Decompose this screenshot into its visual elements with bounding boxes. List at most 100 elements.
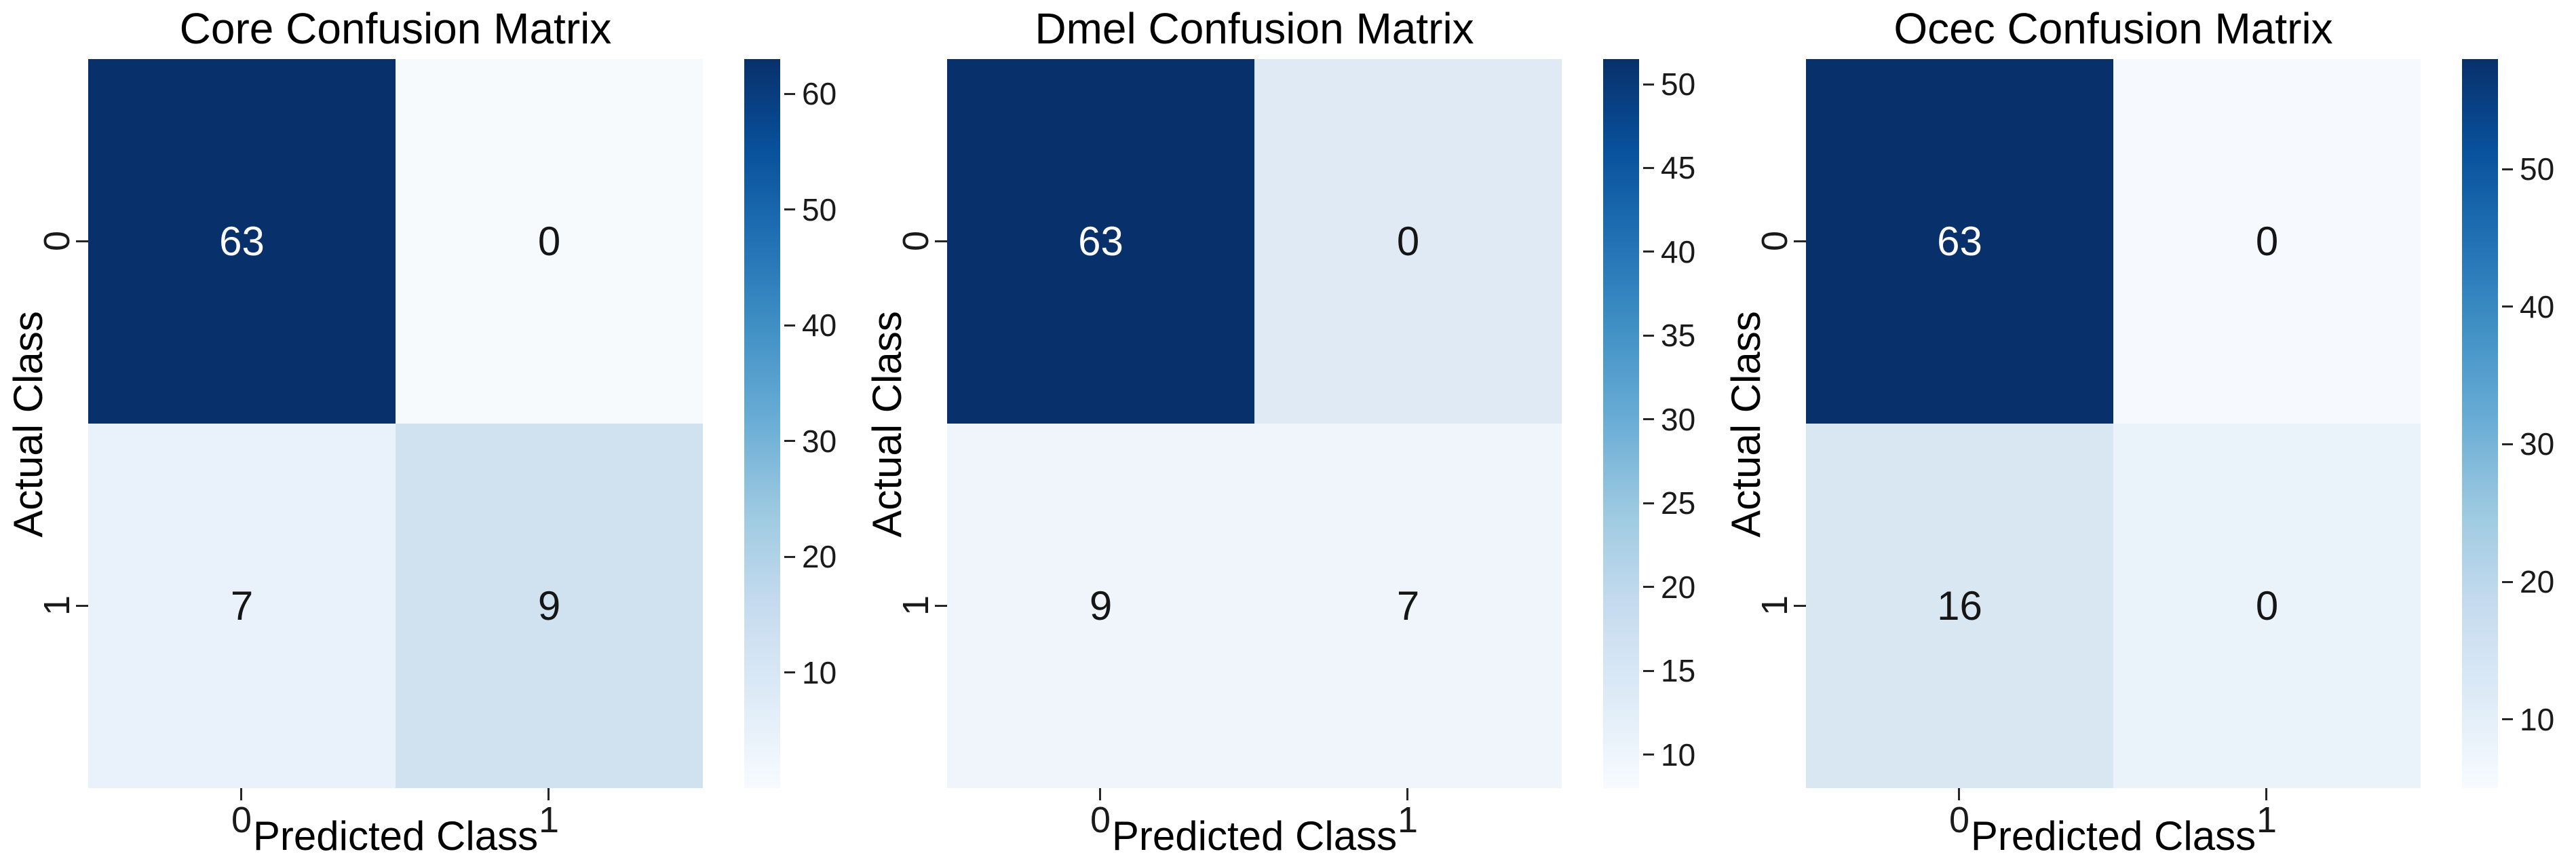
y-tick-mark <box>1794 605 1806 607</box>
panel-ocec: Ocec Confusion Matrix 63 0 16 0 0 1 0 1 … <box>1718 0 2576 856</box>
colorbar-tick-mark <box>784 92 795 95</box>
x-tick-label: 1 <box>2256 800 2277 840</box>
colorbar-tick-mark <box>2502 168 2513 170</box>
colorbar-tick-label: 40 <box>2520 289 2555 324</box>
colorbar-tick-label: 40 <box>802 308 837 343</box>
heatmap-cell: 0 <box>1254 59 1562 424</box>
heatmap-cell: 7 <box>88 424 396 788</box>
cell-value: 9 <box>1089 583 1113 629</box>
colorbar-tick-label: 10 <box>1661 737 1696 773</box>
colorbar-tick-label: 10 <box>802 654 837 690</box>
heatmap-cell: 16 <box>1806 424 2113 788</box>
cell-value: 7 <box>230 583 254 629</box>
cell-value: 7 <box>1396 583 1420 629</box>
colorbar-tick-mark <box>2502 443 2513 445</box>
cell-value: 0 <box>2255 583 2279 629</box>
y-tick-mark <box>76 605 88 607</box>
colorbar-tick-label: 20 <box>1661 569 1696 605</box>
colorbar-tick-mark <box>1643 250 1654 253</box>
panel-core: Core Confusion Matrix 63 0 7 9 0 1 0 1 P… <box>0 0 858 856</box>
colorbar-tick-label: 35 <box>1661 318 1696 354</box>
heatmap-cell: 63 <box>947 59 1254 424</box>
heatmap-cell: 9 <box>947 424 1254 788</box>
cell-value: 0 <box>2255 219 2279 264</box>
heatmap-cell: 0 <box>2113 424 2421 788</box>
colorbar-tick-label: 50 <box>2520 151 2555 187</box>
colorbar-tick-mark <box>1643 586 1654 589</box>
colorbar-tick-label: 40 <box>1661 234 1696 269</box>
colorbar-tick-mark <box>784 324 795 327</box>
colorbar-tick-mark <box>1643 334 1654 337</box>
colorbar-tick-mark <box>2502 580 2513 583</box>
cell-value: 63 <box>219 219 265 264</box>
x-tick-label: 0 <box>1948 800 1970 840</box>
colorbar-tick-mark <box>1643 418 1654 421</box>
cell-value: 63 <box>1937 219 1982 264</box>
colorbar-tick-mark <box>784 671 795 674</box>
colorbar-tick-mark <box>2502 718 2513 721</box>
y-tick-mark <box>1794 240 1806 242</box>
panel-dmel: Dmel Confusion Matrix 63 0 9 7 0 1 0 1 P… <box>859 0 1717 856</box>
colorbar-tick-mark <box>2502 305 2513 308</box>
colorbar-tick-mark <box>1643 83 1654 86</box>
colorbar-tick-mark <box>784 208 795 211</box>
y-axis-label: Actual Class <box>864 311 910 538</box>
y-axis-label: Actual Class <box>1723 311 1769 538</box>
colorbar-tick-label: 50 <box>802 191 837 227</box>
heatmap-cell: 7 <box>1254 424 1562 788</box>
y-tick-mark <box>935 240 947 242</box>
x-tick-label: 1 <box>538 800 560 840</box>
heatmap-cell: 0 <box>396 59 703 424</box>
colorbar-tick-label: 20 <box>2520 564 2555 600</box>
colorbar-tick-label: 45 <box>1661 150 1696 186</box>
colorbar-tick-mark <box>784 555 795 558</box>
colorbar-tick-label: 15 <box>1661 653 1696 689</box>
y-axis-label: Actual Class <box>5 311 51 538</box>
x-tick-mark <box>1406 788 1408 800</box>
heatmap: 63 0 16 0 <box>1806 59 2421 788</box>
x-axis-label: Predicted Class <box>252 813 539 856</box>
colorbar-tick-label: 60 <box>802 76 837 112</box>
x-axis-label: Predicted Class <box>1970 813 2256 856</box>
colorbar <box>744 59 780 788</box>
cell-value: 0 <box>1396 219 1420 264</box>
cell-value: 0 <box>537 219 561 264</box>
colorbar-tick-mark <box>784 440 795 443</box>
colorbar-tick-label: 30 <box>802 423 837 459</box>
colorbar <box>1603 59 1639 788</box>
colorbar-tick-mark <box>1643 166 1654 169</box>
colorbar-tick-label: 25 <box>1661 485 1696 521</box>
heatmap-cell: 63 <box>88 59 396 424</box>
colorbar-tick-label: 10 <box>2520 701 2555 737</box>
x-tick-mark <box>240 788 242 800</box>
cell-value: 16 <box>1937 583 1982 629</box>
x-tick-mark <box>2265 788 2267 800</box>
y-tick-mark <box>76 240 88 242</box>
colorbar-tick-mark <box>1643 753 1654 756</box>
heatmap: 63 0 7 9 <box>88 59 703 788</box>
x-tick-label: 1 <box>1397 800 1419 840</box>
x-tick-mark <box>1099 788 1101 800</box>
chart-title: Dmel Confusion Matrix <box>1035 4 1474 53</box>
y-tick-mark <box>935 605 947 607</box>
colorbar-tick-label: 30 <box>2520 426 2555 462</box>
x-tick-mark <box>547 788 550 800</box>
heatmap-cell: 9 <box>396 424 703 788</box>
heatmap: 63 0 9 7 <box>947 59 1562 788</box>
colorbar-tick-mark <box>1643 502 1654 504</box>
chart-title: Core Confusion Matrix <box>179 4 612 53</box>
x-tick-mark <box>1958 788 1960 800</box>
colorbar-tick-mark <box>1643 669 1654 672</box>
chart-title: Ocec Confusion Matrix <box>1893 4 2333 53</box>
colorbar-tick-label: 50 <box>1661 67 1696 103</box>
colorbar <box>2462 59 2498 788</box>
x-tick-label: 0 <box>231 800 252 840</box>
x-tick-label: 0 <box>1090 800 1111 840</box>
heatmap-cell: 0 <box>2113 59 2421 424</box>
colorbar-tick-label: 20 <box>802 539 837 575</box>
cell-value: 63 <box>1078 219 1123 264</box>
cell-value: 9 <box>537 583 561 629</box>
heatmap-cell: 63 <box>1806 59 2113 424</box>
colorbar-tick-label: 30 <box>1661 401 1696 437</box>
